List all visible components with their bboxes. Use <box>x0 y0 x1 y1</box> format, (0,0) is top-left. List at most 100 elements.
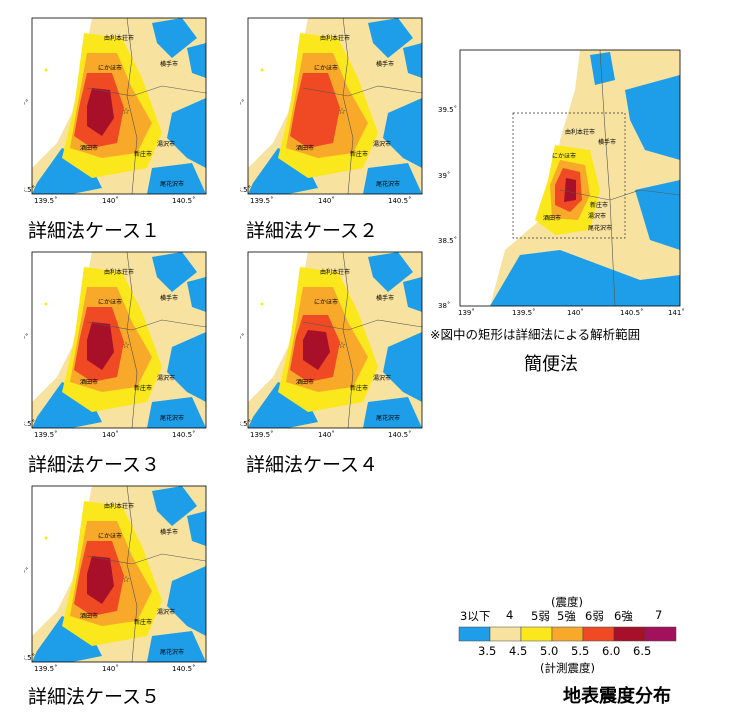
low-intensity-patch <box>167 566 206 636</box>
analysis-range-rectangle <box>512 112 626 239</box>
prefecture-boundary <box>86 85 207 97</box>
caption-case4: 詳細法ケース４ <box>246 454 379 476</box>
epicenter-star-icon: ☆ <box>338 341 346 351</box>
city-label: 由利本荘市 <box>565 128 595 136</box>
map-frame <box>459 49 681 307</box>
caption-case5: 詳細法ケース５ <box>28 686 161 708</box>
map-case4: ☆ 由利本荘市 にかほ市 横手市 湯沢市 酒田市 新庄市 尾花沢市 139.5˚ 140˚ 140.… <box>240 248 430 438</box>
city-label: 横手市 <box>160 294 178 302</box>
x-tick-label: 141˚ <box>668 309 685 317</box>
analysis-range-note: ※図中の矩形は詳細法による解析範囲 <box>430 327 641 342</box>
map-frame <box>247 17 423 195</box>
island-marker <box>260 68 264 72</box>
city-label: 尾花沢市 <box>160 648 184 656</box>
y-tick-label: 38.5˚ <box>24 420 35 428</box>
city-label: 酒田市 <box>543 214 561 222</box>
x-tick-label: 140.5˚ <box>172 431 196 438</box>
legend-intensity-label: 7 <box>655 608 663 622</box>
city-label: にかほ市 <box>98 64 122 72</box>
city-label: 尾花沢市 <box>588 224 612 232</box>
intensity-6-upper-zone <box>87 322 114 370</box>
legend-intensity-label: 3以下 <box>460 609 491 623</box>
prefecture-boundary <box>302 319 423 331</box>
city-label: にかほ市 <box>314 64 338 72</box>
prefecture-boundary <box>342 251 354 429</box>
city-label: 酒田市 <box>296 378 314 386</box>
x-tick-label: 139.5˚ <box>34 665 58 672</box>
prefecture-boundary <box>126 251 138 429</box>
map-case5: ☆ 由利本荘市 にかほ市 横手市 湯沢市 酒田市 新庄市 尾花沢市 139.5˚ 140˚ 140.… <box>24 482 214 672</box>
city-label: 横手市 <box>376 60 394 68</box>
low-intensity-patch <box>147 631 206 662</box>
city-label: 新庄市 <box>350 150 368 158</box>
legend-colorbar <box>458 626 677 642</box>
intensity-6-upper-zone <box>303 330 330 370</box>
city-label: 由利本荘市 <box>104 34 134 42</box>
city-label: 湯沢市 <box>157 374 175 382</box>
legend-color-swatch <box>613 626 646 642</box>
low-intensity-patch <box>625 75 680 160</box>
legend-color-swatch <box>458 626 491 642</box>
legend-color-swatch <box>520 626 553 642</box>
map-case3: ☆ 由利本荘市 にかほ市 横手市 湯沢市 酒田市 新庄市 尾花沢市 139.5˚ 140˚ 140.… <box>24 248 214 438</box>
city-label: 新庄市 <box>590 201 608 209</box>
prefecture-boundary <box>126 17 138 195</box>
legend-value-label: 6.0 <box>602 644 621 658</box>
low-intensity-patch <box>152 486 197 526</box>
legend-intensity-label: 6強 <box>614 609 633 623</box>
x-tick-label: 140.5˚ <box>620 309 644 317</box>
island-marker <box>44 536 48 540</box>
city-label: 横手市 <box>376 294 394 302</box>
legend-value-label: 6.5 <box>633 644 652 658</box>
city-label: 酒田市 <box>80 378 98 386</box>
low-intensity-patch <box>152 18 197 58</box>
map-case2: ☆ 由利本荘市 にかほ市 横手市 湯沢市 酒田市 新庄市 尾花沢市 139.5˚ 140˚ 140.… <box>240 14 430 204</box>
x-tick-label: 140˚ <box>318 197 335 204</box>
city-label: 横手市 <box>598 138 616 146</box>
city-label: 尾花沢市 <box>376 180 400 188</box>
city-label: にかほ市 <box>314 298 338 306</box>
x-tick-label: 140˚ <box>102 665 119 672</box>
city-label: 由利本荘市 <box>104 502 134 510</box>
low-intensity-patch <box>368 252 413 292</box>
x-tick-label: 140.5˚ <box>172 197 196 204</box>
low-intensity-patch <box>147 397 206 428</box>
low-intensity-patch <box>490 250 680 306</box>
x-tick-label: 140.5˚ <box>388 431 412 438</box>
map-case1: ☆ 由利本荘市 にかほ市 横手市 湯沢市 酒田市 新庄市 尾花沢市 139.5˚ 140˚ 140.… <box>24 14 214 204</box>
city-label: 尾花沢市 <box>160 180 184 188</box>
low-intensity-patch <box>167 332 206 402</box>
caption-case2: 詳細法ケース２ <box>246 220 379 242</box>
city-label: 湯沢市 <box>373 140 391 148</box>
prefecture-boundary <box>302 85 423 97</box>
low-intensity-patch <box>167 98 206 168</box>
y-tick-label: 38.5˚ <box>240 420 251 428</box>
x-tick-label: 139.5˚ <box>512 309 536 317</box>
caption-case3: 詳細法ケース３ <box>28 454 161 476</box>
city-label: にかほ市 <box>98 298 122 306</box>
city-label: 尾花沢市 <box>376 414 400 422</box>
epicenter-star-icon: ☆ <box>122 575 130 585</box>
city-label: 由利本荘市 <box>104 268 134 276</box>
low-intensity-patch <box>368 18 413 58</box>
island-marker <box>44 302 48 306</box>
low-intensity-patch <box>187 43 206 78</box>
map-frame <box>31 17 207 195</box>
prefecture-boundary <box>599 49 616 307</box>
legend-intensity-label: 5強 <box>557 609 576 623</box>
map-frame <box>31 485 207 663</box>
city-label: にかほ市 <box>98 532 122 540</box>
map-simple: 由利本荘市 にかほ市 横手市 湯沢市 酒田市 新庄市 尾花沢市 139˚ 139.5˚ 140˚ 1… <box>430 44 685 324</box>
y-tick-label: 38.5˚ <box>24 654 35 662</box>
low-intensity-patch <box>403 43 422 78</box>
low-intensity-patch <box>590 52 615 85</box>
